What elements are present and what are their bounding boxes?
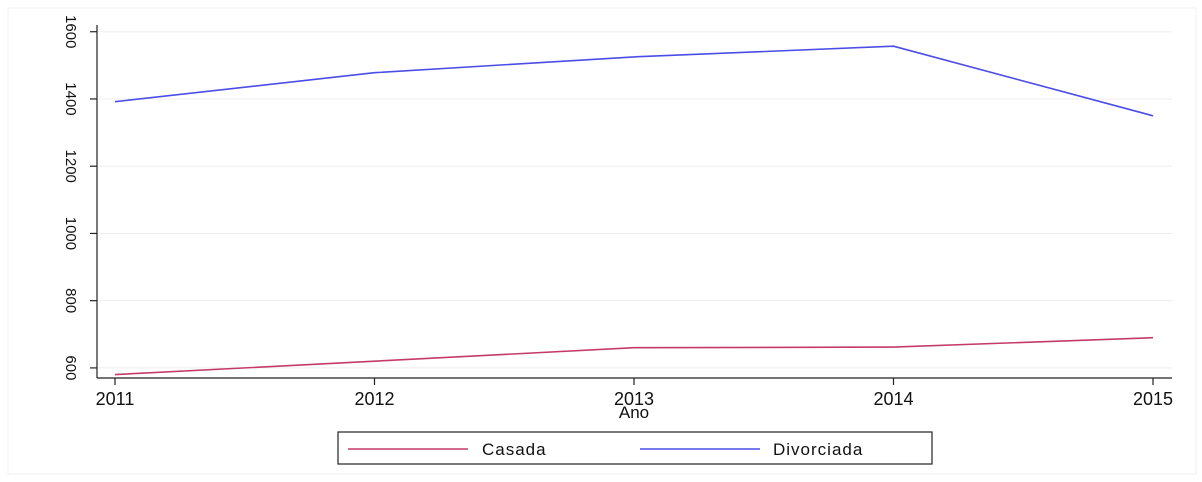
- legend-box: [337, 431, 933, 465]
- x-axis-label: Ano: [619, 403, 649, 422]
- y-axis-ticks: 600 800 1000 1200 1400 1600: [62, 15, 97, 380]
- series-line-divorciada: [114, 45, 1154, 117]
- x-tick-label-2015: 2015: [1133, 389, 1173, 409]
- series: [114, 45, 1154, 376]
- x-axis-ticks: 2011 2012 2013 2014 2015: [96, 378, 1173, 409]
- outer-frame: [7, 7, 1197, 475]
- y-tick-label-800: 800: [62, 288, 79, 313]
- gridlines: [98, 31, 1172, 369]
- legend: Casada Divorciada: [337, 431, 933, 465]
- series-line-casada: [114, 336, 1154, 376]
- y-tick-label-600: 600: [62, 355, 79, 380]
- y-tick-label-1600: 1600: [62, 15, 79, 48]
- y-tick-label-1400: 1400: [62, 82, 79, 115]
- x-tick-label-2014: 2014: [873, 389, 913, 409]
- x-tick-label-2012: 2012: [354, 389, 394, 409]
- y-tick-label-1200: 1200: [62, 150, 79, 183]
- legend-label-divorciada: Divorciada: [773, 440, 863, 459]
- x-tick-label-2013: 2013: [614, 389, 654, 409]
- y-tick-label-1000: 1000: [62, 217, 79, 250]
- legend-label-casada: Casada: [482, 440, 547, 459]
- x-tick-label-2011: 2011: [96, 389, 135, 409]
